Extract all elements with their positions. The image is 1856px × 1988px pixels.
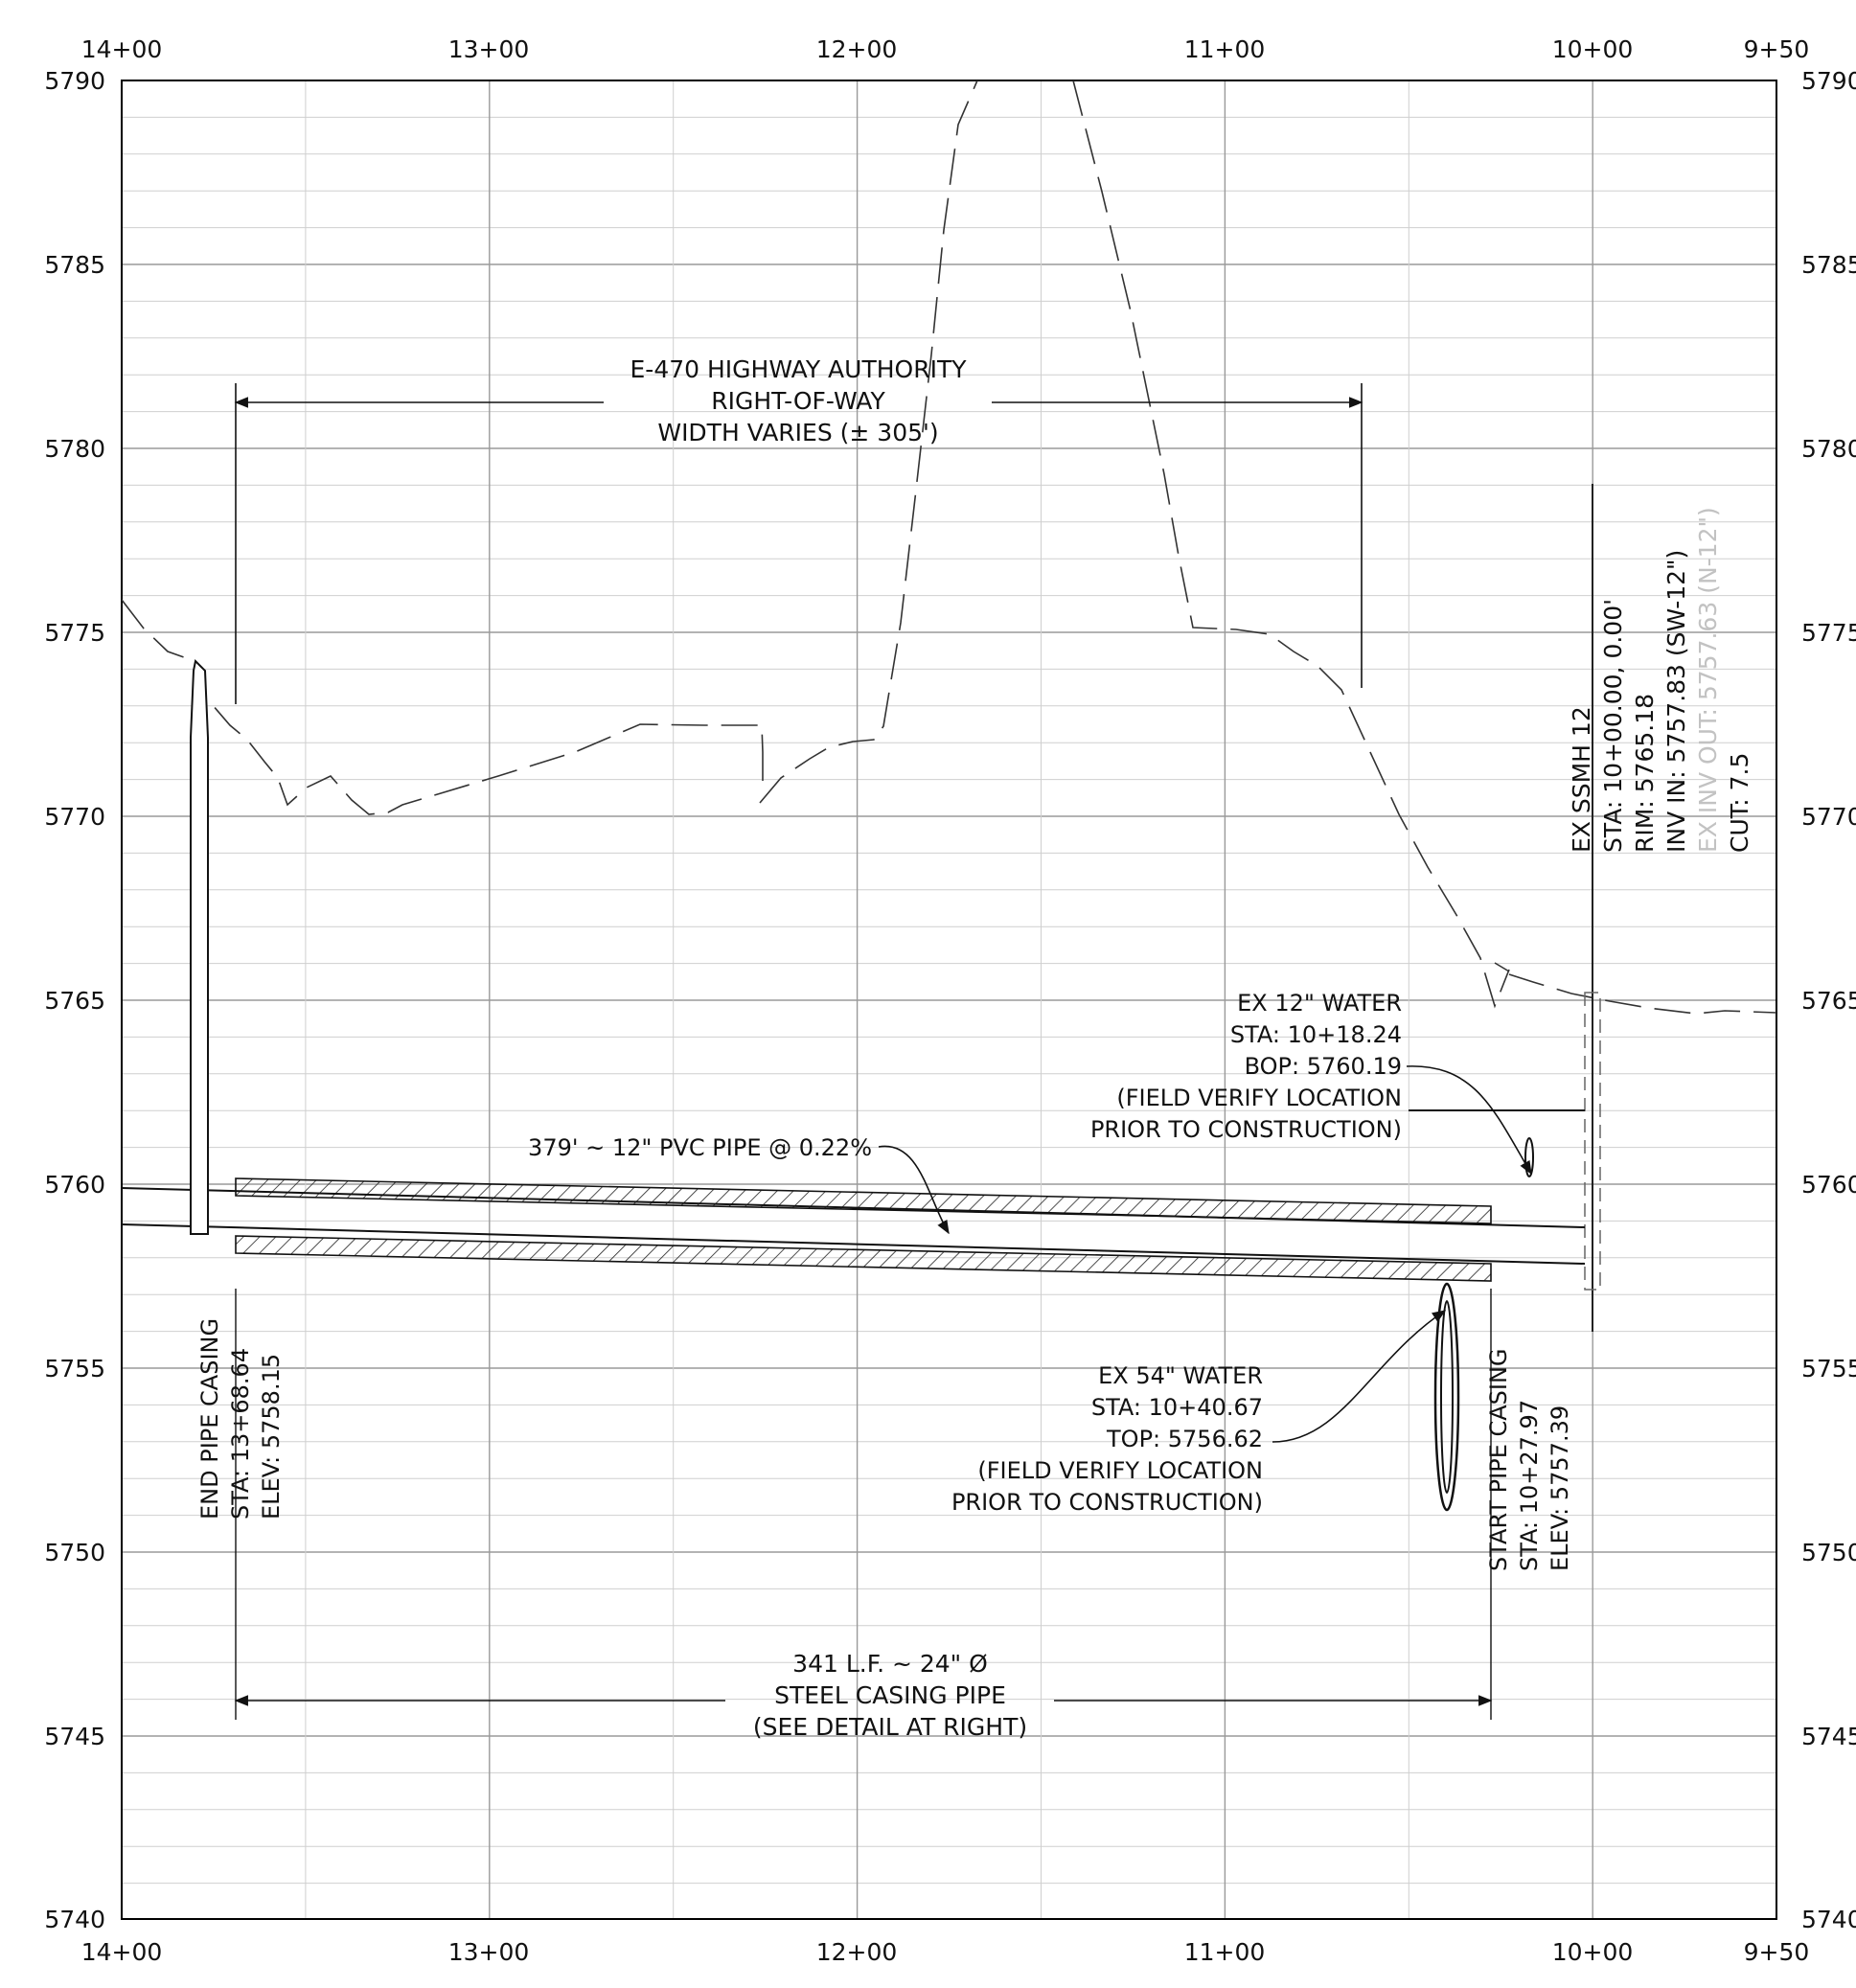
elevation-labels-left: 5790 5785 5780 5775 5770 5765 5760 5755 …	[44, 67, 105, 1933]
station-label: 10+00	[1552, 1938, 1634, 1966]
water12-line2: STA: 10+18.24	[1230, 1021, 1402, 1048]
casing-top-wall	[235, 1177, 1492, 1224]
row-label: E-470 HIGHWAY AUTHORITY RIGHT-OF-WAY WID…	[630, 355, 968, 446]
station-label: 9+50	[1744, 35, 1810, 63]
elevation-label: 5760	[44, 1171, 105, 1199]
water12-pipe-symbol	[1524, 1137, 1534, 1177]
elevation-label: 5770	[1801, 803, 1856, 831]
elevation-label: 5780	[1801, 435, 1856, 463]
manhole-line3: RIM: 5765.18	[1631, 694, 1659, 853]
end-casing-line3: ELEV: 5758.15	[258, 1354, 285, 1520]
elevation-label: 5775	[1801, 619, 1856, 647]
water12-callout: EX 12" WATER STA: 10+18.24 BOP: 5760.19 …	[1090, 990, 1585, 1177]
pipe-top-line	[121, 1187, 1586, 1228]
water12-line4: (FIELD VERIFY LOCATION	[1116, 1085, 1402, 1111]
station-label: 14+00	[81, 35, 163, 63]
manhole-symbol	[1584, 484, 1601, 1332]
casing-dim-line1: 341 L.F. ~ 24" Ø	[792, 1650, 988, 1678]
row-label-line3: WIDTH VARIES (± 305')	[657, 419, 938, 446]
elevation-label: 5750	[44, 1539, 105, 1566]
elevation-label: 5790	[1801, 67, 1856, 95]
water12-line1: EX 12" WATER	[1237, 990, 1402, 1017]
water54-line4: (FIELD VERIFY LOCATION	[977, 1457, 1263, 1484]
profile-grid	[122, 80, 1776, 1919]
water54-callout: EX 54" WATER STA: 10+40.67 TOP: 5756.62 …	[951, 1282, 1460, 1516]
elevation-label: 5755	[1801, 1355, 1856, 1382]
row-label-line1: E-470 HIGHWAY AUTHORITY	[630, 355, 968, 383]
end-casing-line2: STA: 13+68.64	[227, 1348, 254, 1520]
casing-dim-line2: STEEL CASING PIPE	[774, 1681, 1006, 1709]
row-dimension	[234, 383, 1363, 704]
elevation-label: 5740	[1801, 1906, 1856, 1933]
water12-line3: BOP: 5760.19	[1245, 1053, 1402, 1080]
water54-leader	[1272, 1310, 1447, 1443]
elevation-label: 5765	[44, 987, 105, 1015]
elevation-label: 5785	[1801, 251, 1856, 279]
existing-ground-line	[121, 80, 1777, 1015]
elevation-labels-right: 5790 5785 5780 5775 5770 5765 5760 5755 …	[1801, 67, 1856, 1933]
elevation-label: 5760	[1801, 1171, 1856, 1199]
elevation-label: 5780	[44, 435, 105, 463]
water54-line2: STA: 10+40.67	[1091, 1394, 1263, 1421]
elevation-label: 5785	[44, 251, 105, 279]
water12-line5: PRIOR TO CONSTRUCTION)	[1090, 1116, 1402, 1143]
manhole-line6: CUT: 7.5	[1726, 753, 1753, 853]
pvc-leader	[878, 1145, 950, 1235]
start-casing-line1: START PIPE CASING	[1485, 1348, 1512, 1571]
pipe-bottom-line	[121, 1223, 1586, 1265]
profile-frame	[121, 80, 1777, 1920]
elevation-label: 5750	[1801, 1539, 1856, 1566]
station-label: 11+00	[1184, 35, 1266, 63]
manhole-line2: STA: 10+00.00, 0.00'	[1599, 599, 1627, 853]
pvc-callout: 379' ~ 12" PVC PIPE @ 0.22%	[528, 1134, 950, 1235]
elevation-label: 5755	[44, 1355, 105, 1382]
start-casing-line3: ELEV: 5757.39	[1547, 1405, 1573, 1571]
station-labels-bottom: 14+00 13+00 12+00 11+00 10+00 9+50	[81, 1938, 1810, 1966]
end-casing-line1: END PIPE CASING	[196, 1318, 223, 1520]
manhole-line4: INV IN: 5757.83 (SW-12")	[1662, 550, 1690, 853]
station-label: 13+00	[448, 1938, 530, 1966]
station-label: 12+00	[816, 35, 898, 63]
start-casing-line2: STA: 10+27.97	[1516, 1400, 1543, 1571]
water54-line3: TOP: 5756.62	[1106, 1426, 1263, 1452]
water54-pipe-inner	[1440, 1300, 1454, 1494]
start-casing-label: START PIPE CASING STA: 10+27.97 ELEV: 57…	[1485, 1289, 1573, 1720]
casing-dim-label: 341 L.F. ~ 24" Ø STEEL CASING PIPE (SEE …	[753, 1650, 1027, 1741]
elevation-label: 5775	[44, 619, 105, 647]
station-label: 12+00	[816, 1938, 898, 1966]
elevation-label: 5740	[44, 1906, 105, 1933]
elevation-label: 5745	[44, 1723, 105, 1750]
water54-pipe-outer	[1433, 1282, 1460, 1512]
elevation-label: 5770	[44, 803, 105, 831]
water12-leader	[1406, 1065, 1532, 1176]
water54-line1: EX 54" WATER	[1098, 1362, 1263, 1389]
water54-line5: PRIOR TO CONSTRUCTION)	[951, 1489, 1263, 1516]
casing-pipe	[121, 658, 1586, 1282]
pvc-label: 379' ~ 12" PVC PIPE @ 0.22%	[528, 1134, 872, 1161]
manhole-label: EX SSMH 12 STA: 10+00.00, 0.00' RIM: 576…	[1568, 507, 1753, 853]
station-label: 14+00	[81, 1938, 163, 1966]
end-casing-label: END PIPE CASING STA: 13+68.64 ELEV: 5758…	[196, 1289, 285, 1720]
station-labels-top: 14+00 13+00 12+00 11+00 10+00 9+50	[81, 35, 1810, 63]
end-manhole-riser	[190, 658, 209, 1235]
elevation-label: 5790	[44, 67, 105, 95]
casing-dim-line3: (SEE DETAIL AT RIGHT)	[753, 1713, 1027, 1741]
station-label: 11+00	[1184, 1938, 1266, 1966]
elevation-label: 5745	[1801, 1723, 1856, 1750]
row-label-line2: RIGHT-OF-WAY	[711, 387, 885, 415]
station-label: 13+00	[448, 35, 530, 63]
casing-bottom-wall	[235, 1235, 1492, 1282]
manhole-line5: EX INV OUT: 5757.63 (N-12")	[1694, 507, 1722, 853]
elevation-label: 5765	[1801, 987, 1856, 1015]
station-label: 10+00	[1552, 35, 1634, 63]
station-label: 9+50	[1744, 1938, 1810, 1966]
manhole-line1: EX SSMH 12	[1568, 706, 1595, 853]
